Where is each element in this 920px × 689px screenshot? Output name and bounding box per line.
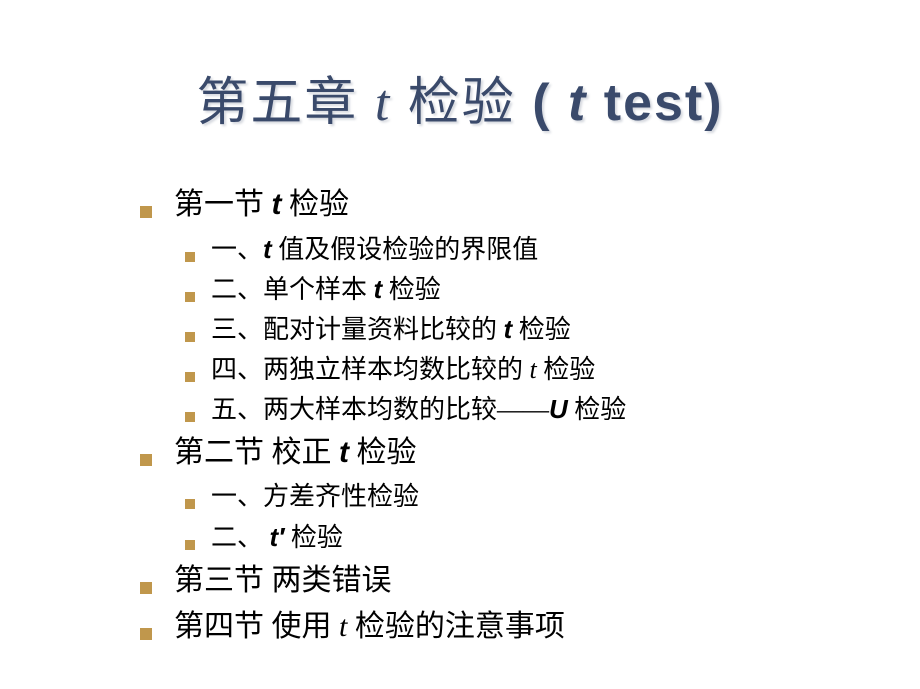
slide: 第五章 t 检验 ( t test) 第一节 t 检验一、t 值及假设检验的界限…: [0, 0, 920, 689]
list-item-text: 五、两大样本均数的比较——U 检验: [211, 392, 626, 427]
list-item-text: 三、配对计量资料比较的 t 检验: [211, 312, 571, 347]
text-segment: 二、: [211, 523, 270, 552]
list-item-text: 二、 t′ 检验: [211, 520, 343, 555]
list-item: 第一节 t 检验: [140, 185, 860, 226]
slide-title: 第五章 t 检验 ( t test): [60, 60, 860, 135]
title-lparen: (: [532, 74, 568, 132]
square-bullet-icon: [140, 628, 152, 640]
list-item: 五、两大样本均数的比较——U 检验: [185, 392, 860, 427]
list-item-text: 第三节 两类错误: [174, 561, 392, 602]
list-item: 二、 t′ 检验: [185, 520, 860, 555]
text-segment: 值及假设检验的界限值: [272, 235, 539, 264]
text-segment: 三、配对计量资料比较的: [211, 315, 504, 344]
title-t1: t: [375, 75, 391, 132]
list-item-text: 第四节 使用 t 检验的注意事项: [174, 607, 565, 648]
list-item-text: 一、方差齐性检验: [211, 479, 419, 514]
list-item: 第三节 两类错误: [140, 561, 860, 602]
text-segment: 检验: [349, 436, 417, 469]
text-segment: 第四节 使用: [174, 610, 339, 643]
text-segment: U: [549, 394, 568, 424]
list-item: 一、方差齐性检验: [185, 479, 860, 514]
square-bullet-icon: [185, 499, 195, 509]
text-segment: 五、两大样本均数的比较——: [211, 395, 549, 424]
list-item-text: 第一节 t 检验: [174, 185, 349, 226]
text-segment: 二、单个样本: [211, 275, 374, 304]
square-bullet-icon: [185, 332, 195, 342]
text-segment: t′: [270, 522, 285, 552]
text-segment: 一、方差齐性检验: [211, 482, 419, 511]
text-segment: 检验: [568, 395, 627, 424]
square-bullet-icon: [140, 454, 152, 466]
text-segment: 检验: [382, 275, 441, 304]
text-segment: 检验: [537, 355, 596, 384]
title-t2: t: [568, 74, 587, 132]
square-bullet-icon: [185, 540, 195, 550]
text-segment: 四、两独立样本均数比较的: [211, 355, 530, 384]
title-rest: test): [587, 74, 723, 132]
list-item-text: 四、两独立样本均数比较的 t 检验: [211, 352, 595, 387]
list-item: 第二节 校正 t 检验: [140, 433, 860, 474]
text-segment: t: [339, 436, 349, 469]
title-mid: 检验: [391, 74, 532, 132]
text-segment: 检验: [284, 523, 343, 552]
list-item: 第四节 使用 t 检验的注意事项: [140, 607, 860, 648]
list-item: 四、两独立样本均数比较的 t 检验: [185, 352, 860, 387]
text-segment: 一、: [211, 235, 263, 264]
text-segment: t: [530, 355, 537, 384]
list-item-text: 一、t 值及假设检验的界限值: [211, 232, 538, 267]
square-bullet-icon: [185, 252, 195, 262]
square-bullet-icon: [140, 582, 152, 594]
square-bullet-icon: [140, 206, 152, 218]
text-segment: t: [504, 314, 513, 344]
text-segment: 检验的注意事项: [347, 610, 565, 643]
list-item: 二、单个样本 t 检验: [185, 272, 860, 307]
text-segment: 检验: [512, 315, 571, 344]
list-item: 三、配对计量资料比较的 t 检验: [185, 312, 860, 347]
list-item: 一、t 值及假设检验的界限值: [185, 232, 860, 267]
text-segment: t: [263, 234, 272, 264]
content-list: 第一节 t 检验一、t 值及假设检验的界限值二、单个样本 t 检验三、配对计量资…: [140, 185, 860, 648]
text-segment: 第三节 两类错误: [174, 564, 392, 597]
text-segment: t: [374, 274, 383, 304]
square-bullet-icon: [185, 412, 195, 422]
title-prefix: 第五章: [196, 74, 374, 132]
text-segment: 第二节 校正: [174, 436, 339, 469]
square-bullet-icon: [185, 372, 195, 382]
list-item-text: 二、单个样本 t 检验: [211, 272, 441, 307]
list-item-text: 第二节 校正 t 检验: [174, 433, 417, 474]
square-bullet-icon: [185, 292, 195, 302]
text-segment: t: [272, 188, 282, 221]
text-segment: 第一节: [174, 188, 272, 221]
text-segment: 检验: [282, 188, 350, 221]
